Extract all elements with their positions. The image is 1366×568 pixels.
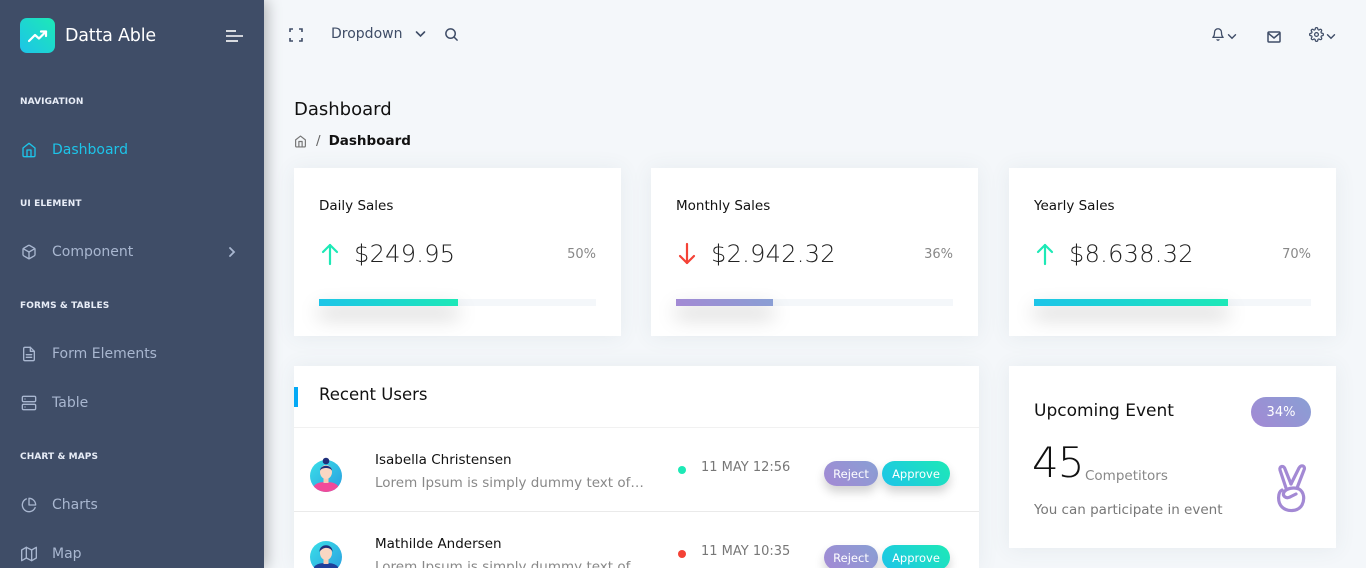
sales-percent: 50% bbox=[567, 246, 596, 262]
search-icon bbox=[444, 27, 459, 46]
sidebar-item-table[interactable]: Table bbox=[20, 391, 250, 415]
progress-bar bbox=[1034, 299, 1311, 306]
competitor-label: Competitors bbox=[1085, 468, 1168, 484]
settings-button[interactable] bbox=[1309, 27, 1336, 46]
fullscreen-icon bbox=[289, 27, 303, 46]
sidebar-item-map[interactable]: Map bbox=[20, 542, 250, 566]
sidebar-item-label: Map bbox=[52, 546, 82, 562]
fullscreen-button[interactable] bbox=[289, 27, 303, 46]
sidebar-item-component[interactable]: Component bbox=[20, 240, 250, 264]
user-time: 11 MAY 12:56 bbox=[701, 460, 791, 475]
sidebar-item-form-elements[interactable]: Form Elements bbox=[20, 342, 250, 366]
sidebar-item-label: Component bbox=[52, 244, 134, 260]
header-dropdown[interactable]: Dropdown bbox=[331, 26, 426, 42]
progress-fill bbox=[676, 299, 773, 306]
home-icon bbox=[294, 134, 307, 148]
page-title: Dashboard bbox=[294, 99, 392, 120]
breadcrumb-home-link[interactable] bbox=[294, 134, 307, 148]
home-icon bbox=[20, 141, 38, 159]
event-description: You can participate in event bbox=[1034, 502, 1223, 518]
breadcrumb-current: Dashboard bbox=[328, 133, 411, 149]
card-title: Monthly Sales bbox=[676, 198, 771, 214]
pie-chart-icon bbox=[20, 496, 38, 514]
reject-button[interactable]: Reject bbox=[824, 461, 878, 486]
sales-value: $2.942.32 bbox=[711, 240, 836, 268]
table-row: Mathilde Andersen Lorem Ipsum is simply … bbox=[294, 512, 979, 568]
yearly-sales-card: Yearly Sales $8.638.32 70% bbox=[1009, 168, 1336, 336]
search-button[interactable] bbox=[444, 27, 459, 46]
title-accent-bar bbox=[294, 387, 298, 407]
status-dot-offline bbox=[678, 550, 686, 558]
user-description: Lorem Ipsum is simply dummy text of… bbox=[375, 559, 644, 568]
sidebar-item-label: Charts bbox=[52, 497, 98, 513]
progress-fill bbox=[319, 299, 458, 306]
card-title: Yearly Sales bbox=[1034, 198, 1115, 214]
victory-hand-icon bbox=[1272, 462, 1312, 514]
progress-bar bbox=[319, 299, 596, 306]
percent-badge: 34% bbox=[1251, 397, 1311, 427]
sidebar-item-charts[interactable]: Charts bbox=[20, 493, 250, 517]
sales-percent: 70% bbox=[1282, 246, 1311, 262]
sidebar-item-label: Table bbox=[52, 395, 89, 411]
progress-fill bbox=[1034, 299, 1228, 306]
status-dot-online bbox=[678, 466, 686, 474]
card-title: Upcoming Event bbox=[1034, 401, 1174, 421]
sales-value: $8.638.32 bbox=[1069, 240, 1194, 268]
mail-icon bbox=[1267, 28, 1281, 47]
competitor-count: 45 bbox=[1032, 438, 1084, 487]
avatar bbox=[308, 453, 344, 493]
file-text-icon bbox=[20, 345, 38, 363]
chevron-down-icon bbox=[1227, 33, 1237, 40]
avatar bbox=[308, 534, 344, 568]
chevron-down-icon bbox=[1326, 33, 1336, 40]
user-description: Lorem Ipsum is simply dummy text of… bbox=[375, 475, 644, 491]
approve-button[interactable]: Approve bbox=[882, 461, 950, 486]
card-title: Daily Sales bbox=[319, 198, 394, 214]
notifications-button[interactable] bbox=[1211, 27, 1237, 46]
arrow-up-icon bbox=[319, 241, 341, 267]
dropdown-label: Dropdown bbox=[331, 26, 403, 42]
monthly-sales-card: Monthly Sales $2.942.32 36% bbox=[651, 168, 978, 336]
sidebar-item-label: Dashboard bbox=[52, 142, 128, 158]
recent-users-card: Recent Users Isabella Christensen Lorem … bbox=[294, 366, 979, 568]
top-header: Dropdown bbox=[264, 0, 1366, 70]
breadcrumb: / Dashboard bbox=[294, 133, 411, 149]
card-title: Recent Users bbox=[319, 385, 428, 404]
brand-name: Datta Able bbox=[65, 25, 156, 46]
reject-button[interactable]: Reject bbox=[824, 545, 878, 568]
chevron-down-icon bbox=[415, 30, 426, 38]
progress-bar bbox=[676, 299, 953, 306]
nav-caption-forms-tables: FORMS & TABLES bbox=[20, 301, 110, 311]
settings-icon bbox=[1309, 27, 1324, 46]
brand[interactable]: Datta Able bbox=[20, 18, 156, 53]
user-name: Isabella Christensen bbox=[375, 452, 512, 468]
upcoming-event-card: Upcoming Event 34% 45 Competitors You ca… bbox=[1009, 366, 1336, 548]
trending-up-icon bbox=[20, 18, 55, 53]
user-name: Mathilde Andersen bbox=[375, 536, 502, 552]
sales-value: $249.95 bbox=[354, 240, 456, 268]
arrow-down-icon bbox=[676, 241, 698, 267]
box-icon bbox=[20, 243, 38, 261]
bell-icon bbox=[1211, 27, 1225, 46]
user-time: 11 MAY 10:35 bbox=[701, 544, 791, 559]
chevron-right-icon bbox=[226, 245, 238, 259]
nav-caption-chart-maps: CHART & MAPS bbox=[20, 452, 99, 462]
messages-button[interactable] bbox=[1267, 28, 1281, 47]
daily-sales-card: Daily Sales $249.95 50% bbox=[294, 168, 621, 336]
sidebar-item-label: Form Elements bbox=[52, 346, 157, 362]
nav-caption-navigation: NAVIGATION bbox=[20, 97, 84, 107]
nav-caption-ui-element: UI ELEMENT bbox=[20, 199, 82, 209]
sidebar-item-dashboard[interactable]: Dashboard bbox=[20, 138, 250, 162]
table-row: Isabella Christensen Lorem Ipsum is simp… bbox=[294, 428, 979, 512]
map-icon bbox=[20, 545, 38, 563]
approve-button[interactable]: Approve bbox=[882, 545, 950, 568]
sidebar: Datta Able NAVIGATION Dashboard UI ELEME… bbox=[0, 0, 264, 568]
arrow-up-icon bbox=[1034, 241, 1056, 267]
sales-percent: 36% bbox=[924, 246, 953, 262]
menu-toggle-icon[interactable] bbox=[226, 28, 244, 42]
server-icon bbox=[20, 394, 38, 412]
breadcrumb-separator: / bbox=[316, 133, 321, 149]
